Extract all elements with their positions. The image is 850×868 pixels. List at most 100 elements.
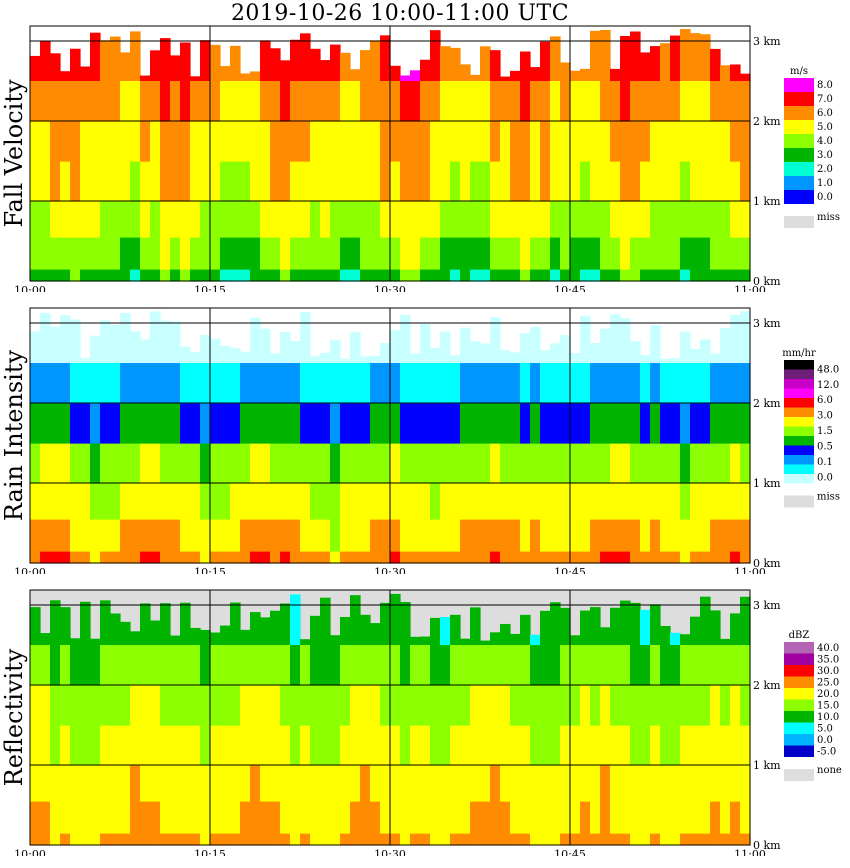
heatmap-cell (420, 403, 431, 444)
heatmap-cell (640, 403, 651, 444)
heatmap-cell (50, 551, 61, 564)
heatmap-cell (330, 443, 341, 484)
heatmap-cell (140, 161, 151, 202)
heatmap-cell (290, 403, 301, 444)
heatmap-cell (160, 483, 171, 520)
heatmap-cell (130, 269, 141, 282)
heatmap-cell (210, 44, 221, 81)
heatmap-cell (570, 81, 581, 122)
heatmap-cell (360, 833, 371, 846)
heatmap-cell (430, 765, 441, 802)
heatmap-cell (590, 443, 601, 484)
heatmap-cell (640, 52, 651, 81)
heatmap-cell (720, 201, 731, 238)
heatmap-cell (550, 269, 561, 282)
heatmap-cell (110, 765, 121, 802)
heatmap-cell (400, 75, 411, 81)
heatmap-cell (130, 121, 141, 162)
heatmap-cell (150, 81, 161, 122)
heatmap-cell (30, 765, 41, 802)
heatmap-cell (210, 685, 221, 726)
legend-label: 0.0 (817, 192, 833, 203)
heatmap-cell (610, 161, 621, 202)
heatmap-cell (110, 201, 121, 238)
heatmap-cell (540, 801, 551, 834)
heatmap-cell (620, 318, 631, 363)
heatmap-cell (530, 269, 541, 282)
legend-label: 35.0 (817, 655, 839, 666)
heatmap-cell (730, 483, 741, 520)
legend-swatch (784, 464, 814, 474)
heatmap-cell (170, 765, 181, 802)
heatmap-cell (110, 161, 121, 202)
heatmap-cell (430, 403, 441, 444)
heatmap-cell (660, 161, 671, 202)
heatmap-cell (170, 833, 181, 846)
heatmap-cell (140, 403, 151, 444)
heatmap-cell (360, 363, 371, 404)
heatmap-cell (290, 161, 301, 202)
heatmap-cell (210, 551, 221, 564)
heatmap-cell (610, 443, 621, 484)
heatmap-cell (70, 81, 81, 122)
legend-label: 20.0 (817, 689, 839, 700)
heatmap-cell (480, 725, 491, 766)
heatmap-cell (600, 765, 611, 802)
heatmap-cell (140, 483, 151, 520)
heatmap-cell (160, 833, 171, 846)
heatmap-cell (520, 403, 531, 444)
heatmap-cell (590, 121, 601, 162)
heatmap-cell (30, 685, 41, 726)
heatmap-cell (190, 363, 201, 404)
heatmap-cell (60, 161, 71, 202)
heatmap-cell (250, 645, 261, 686)
heatmap-cell (350, 363, 361, 404)
heatmap-cell (380, 765, 391, 802)
x-tick-label: 11:00 (734, 284, 766, 292)
heatmap-cell (710, 269, 721, 282)
fall-velocity-frame (29, 25, 751, 282)
height-tick-label: 2 km (753, 115, 781, 128)
heatmap-cell (450, 801, 461, 834)
heatmap-cell (290, 341, 301, 363)
heatmap-cell (120, 201, 131, 238)
heatmap-cell (90, 685, 101, 726)
heatmap-cell (190, 121, 201, 162)
heatmap-cell (350, 645, 361, 686)
heatmap-cell (210, 161, 221, 202)
heatmap-cell (450, 363, 461, 404)
heatmap-cell (360, 614, 371, 645)
heatmap-cell (290, 237, 301, 270)
heatmap-cell (110, 483, 121, 520)
heatmap-cell (90, 551, 101, 564)
legend-label: 1.5 (817, 426, 833, 437)
heatmap-cell (400, 833, 411, 846)
legend-swatch (784, 106, 814, 120)
heatmap-cell (230, 483, 241, 520)
heatmap-cell (720, 121, 731, 162)
heatmap-cell (390, 833, 401, 846)
heatmap-cell (330, 801, 341, 834)
heatmap-cell (220, 81, 231, 122)
heatmap-cell (340, 765, 351, 802)
heatmap-cell (330, 161, 341, 202)
heatmap-cell (230, 602, 241, 645)
heatmap-cell (650, 765, 661, 802)
heatmap-cell (300, 833, 311, 846)
heatmap-cell (710, 48, 721, 81)
heatmap-cell (660, 121, 671, 162)
heatmap-cell (120, 725, 131, 766)
heatmap-cell (390, 161, 401, 202)
heatmap-cell (430, 237, 441, 270)
heatmap-cell (240, 483, 251, 520)
heatmap-cell (270, 725, 281, 766)
heatmap-cell (280, 237, 291, 270)
heatmap-cell (130, 331, 141, 363)
x-tick-label: 10:30 (374, 284, 406, 292)
heatmap-cell (590, 645, 601, 686)
heatmap-cell (550, 725, 561, 766)
heatmap-cell (520, 121, 531, 162)
heatmap-cell (470, 443, 481, 484)
heatmap-cell (140, 121, 151, 162)
heatmap-cell (500, 81, 511, 122)
